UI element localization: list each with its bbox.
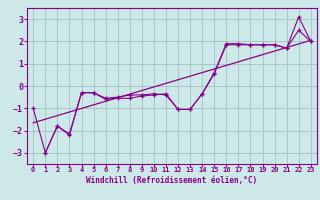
X-axis label: Windchill (Refroidissement éolien,°C): Windchill (Refroidissement éolien,°C) (86, 176, 258, 185)
